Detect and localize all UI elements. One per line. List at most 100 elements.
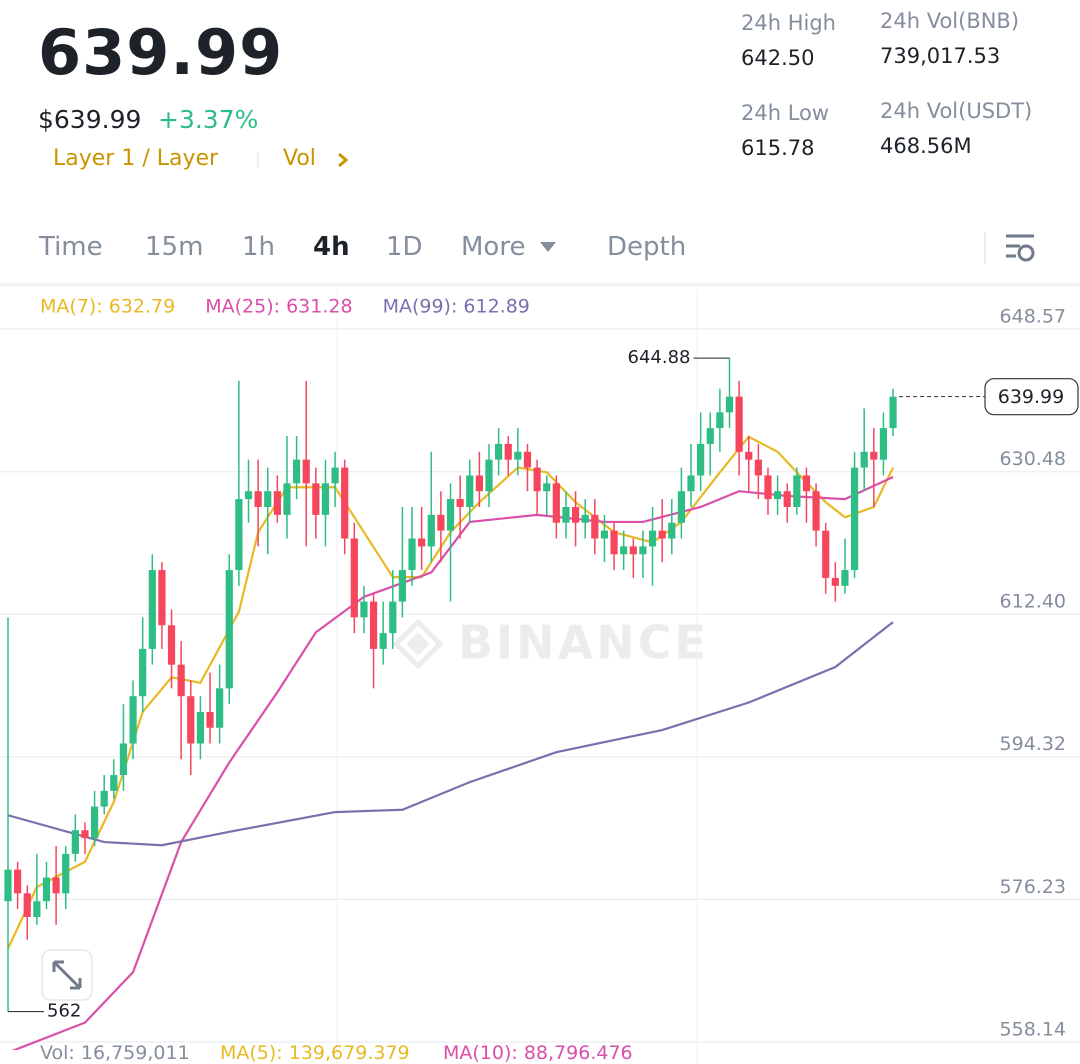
candle-body bbox=[850, 467, 859, 571]
vol-link[interactable]: Vol bbox=[283, 146, 316, 171]
tab[interactable]: More bbox=[461, 232, 526, 262]
y-tick-label: 576.23 bbox=[1000, 876, 1066, 898]
candle-body bbox=[81, 830, 89, 839]
tab[interactable]: Depth bbox=[607, 232, 687, 262]
candle-body bbox=[533, 467, 541, 492]
stat-label: 24h Low bbox=[741, 101, 830, 125]
candle-body bbox=[100, 790, 108, 807]
tag-link[interactable]: Layer 1 / Layer bbox=[53, 146, 219, 171]
tab[interactable]: 4h bbox=[313, 232, 350, 262]
candle-body bbox=[129, 696, 137, 744]
candle-body bbox=[90, 806, 99, 839]
overlay: MA(7): 632.79 MA(25): 631.28 MA(99): 612.8… bbox=[8, 296, 1079, 1022]
legend-entry: MA(25): 631.28 bbox=[205, 296, 352, 318]
tab[interactable]: 15m bbox=[145, 232, 204, 262]
candle-body bbox=[350, 538, 358, 618]
candle-body bbox=[523, 451, 532, 468]
candle-body bbox=[139, 648, 147, 697]
candle-body bbox=[485, 459, 493, 492]
candle-body bbox=[677, 491, 685, 523]
candle-body bbox=[754, 459, 762, 476]
candle-body bbox=[177, 664, 185, 697]
candle-body bbox=[802, 475, 811, 492]
candle-body bbox=[620, 546, 628, 555]
separator bbox=[257, 153, 259, 167]
candle-body bbox=[600, 530, 609, 539]
y-tick-label: 594.32 bbox=[1000, 733, 1066, 755]
y-tick-label: 630.48 bbox=[1000, 448, 1066, 470]
tab[interactable]: 1D bbox=[386, 232, 423, 262]
candle-body bbox=[591, 514, 599, 539]
legend-entry: MA(7): 632.79 bbox=[40, 296, 175, 318]
chevron bbox=[338, 152, 349, 168]
candle-body bbox=[389, 601, 397, 634]
candle-body bbox=[860, 451, 868, 468]
candle-body bbox=[119, 743, 128, 776]
candle-body bbox=[889, 396, 897, 429]
candle-body bbox=[148, 570, 156, 649]
candle-body bbox=[379, 633, 387, 649]
tab[interactable]: Time bbox=[39, 232, 103, 262]
candle-body bbox=[841, 570, 849, 586]
candle-body bbox=[571, 506, 580, 523]
candle-body bbox=[33, 901, 41, 917]
candle-body bbox=[302, 459, 310, 484]
stat-label: 24h Vol(BNB) bbox=[880, 9, 1020, 33]
candle-body bbox=[254, 491, 262, 507]
candle-body bbox=[735, 396, 743, 452]
candle-body bbox=[158, 570, 166, 626]
candle-body bbox=[446, 499, 455, 531]
candle-body bbox=[774, 491, 782, 500]
watermark: BINANCE bbox=[458, 616, 709, 670]
candle-body bbox=[697, 443, 705, 476]
volume-label: Vol: 16,759,011 bbox=[40, 1042, 190, 1064]
candle-body bbox=[23, 893, 31, 917]
candle-body bbox=[870, 451, 878, 460]
volume-ma5: MA(5): 139,679.379 bbox=[220, 1042, 410, 1064]
candle-body bbox=[437, 514, 445, 531]
candle-body bbox=[812, 491, 820, 531]
candle-body bbox=[610, 530, 618, 555]
candle-body bbox=[225, 570, 233, 689]
candle-body bbox=[552, 483, 560, 523]
candle-body bbox=[14, 869, 22, 894]
candle-body bbox=[341, 467, 349, 539]
candle-body bbox=[4, 869, 12, 902]
min-label: 562 bbox=[47, 1001, 81, 1022]
candle-body bbox=[360, 601, 368, 618]
usd-price: $639.99 bbox=[38, 105, 142, 134]
tab[interactable]: 1h bbox=[242, 232, 276, 262]
candle-body bbox=[716, 412, 724, 429]
dropdown-caret bbox=[540, 242, 556, 252]
stat-value: 642.50 bbox=[741, 46, 815, 70]
candle-body bbox=[581, 514, 589, 523]
candle-body bbox=[706, 428, 714, 444]
candle-body bbox=[408, 538, 416, 571]
candle-body bbox=[331, 467, 339, 484]
candle-body bbox=[235, 499, 243, 571]
candle-body bbox=[504, 443, 512, 460]
candle-body bbox=[562, 506, 570, 523]
stat-value: 468.56M bbox=[880, 134, 972, 158]
candle-body bbox=[418, 538, 426, 547]
candle-body bbox=[167, 625, 176, 665]
candle-body bbox=[822, 530, 830, 578]
candle-body bbox=[196, 711, 204, 744]
settings-icon[interactable] bbox=[984, 232, 1035, 264]
candle-body bbox=[466, 475, 474, 507]
candle-body bbox=[321, 483, 330, 515]
expand-button[interactable] bbox=[41, 949, 93, 1001]
grid: 648.57 630.48 612.40 594.32 576.23 558.14 bbox=[0, 306, 1080, 1043]
candle-body bbox=[427, 514, 435, 547]
candle-body bbox=[658, 530, 666, 539]
candle-body bbox=[475, 475, 483, 492]
y-tick-label: 648.57 bbox=[1000, 306, 1066, 328]
candle-body bbox=[273, 491, 281, 515]
candle-body bbox=[244, 491, 253, 500]
y-tick-label: 612.40 bbox=[1000, 591, 1066, 613]
candle-body bbox=[42, 877, 51, 902]
candle-body bbox=[831, 577, 839, 586]
y-tick-label: 558.14 bbox=[1000, 1019, 1066, 1041]
ma-line bbox=[7, 435, 895, 949]
